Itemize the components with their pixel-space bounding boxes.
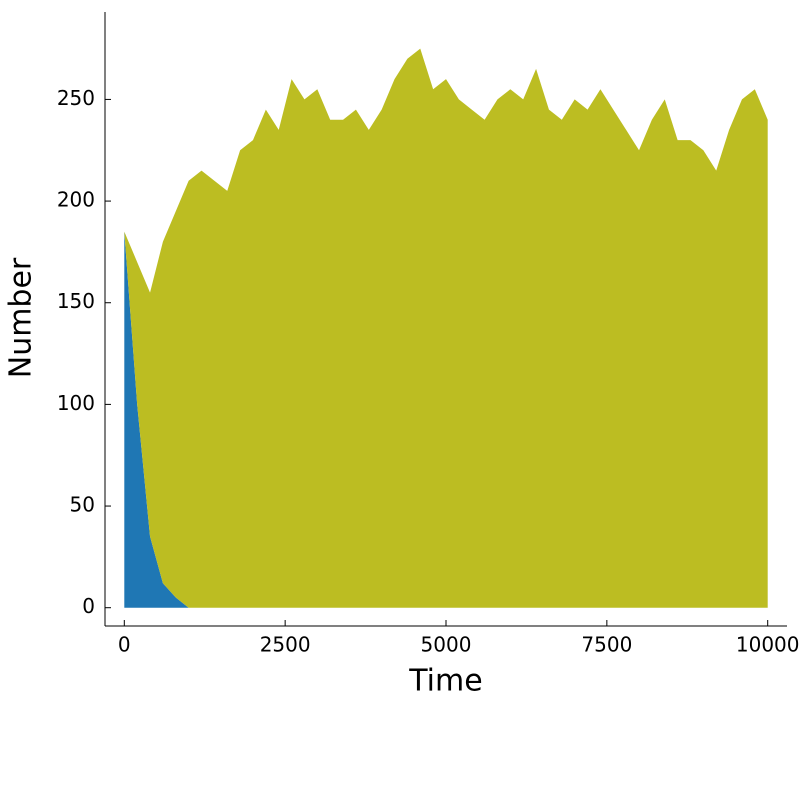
x-axis-label: Time [408, 664, 482, 699]
x-tick-label: 5000 [421, 633, 472, 657]
x-tick-label: 2500 [260, 633, 311, 657]
y-tick-label: 100 [57, 391, 95, 415]
y-tick-label: 150 [57, 289, 95, 313]
y-tick-label: 0 [82, 594, 95, 618]
x-tick-label: 7500 [581, 633, 632, 657]
y-tick-label: 250 [57, 86, 95, 110]
y-tick-label: 50 [70, 493, 95, 517]
area [124, 48, 768, 608]
y-tick-label: 200 [57, 188, 95, 212]
x-tick-label: 0 [118, 633, 131, 657]
y-axis-label: Number [4, 257, 39, 378]
x-tick-label: 10000 [736, 633, 799, 657]
